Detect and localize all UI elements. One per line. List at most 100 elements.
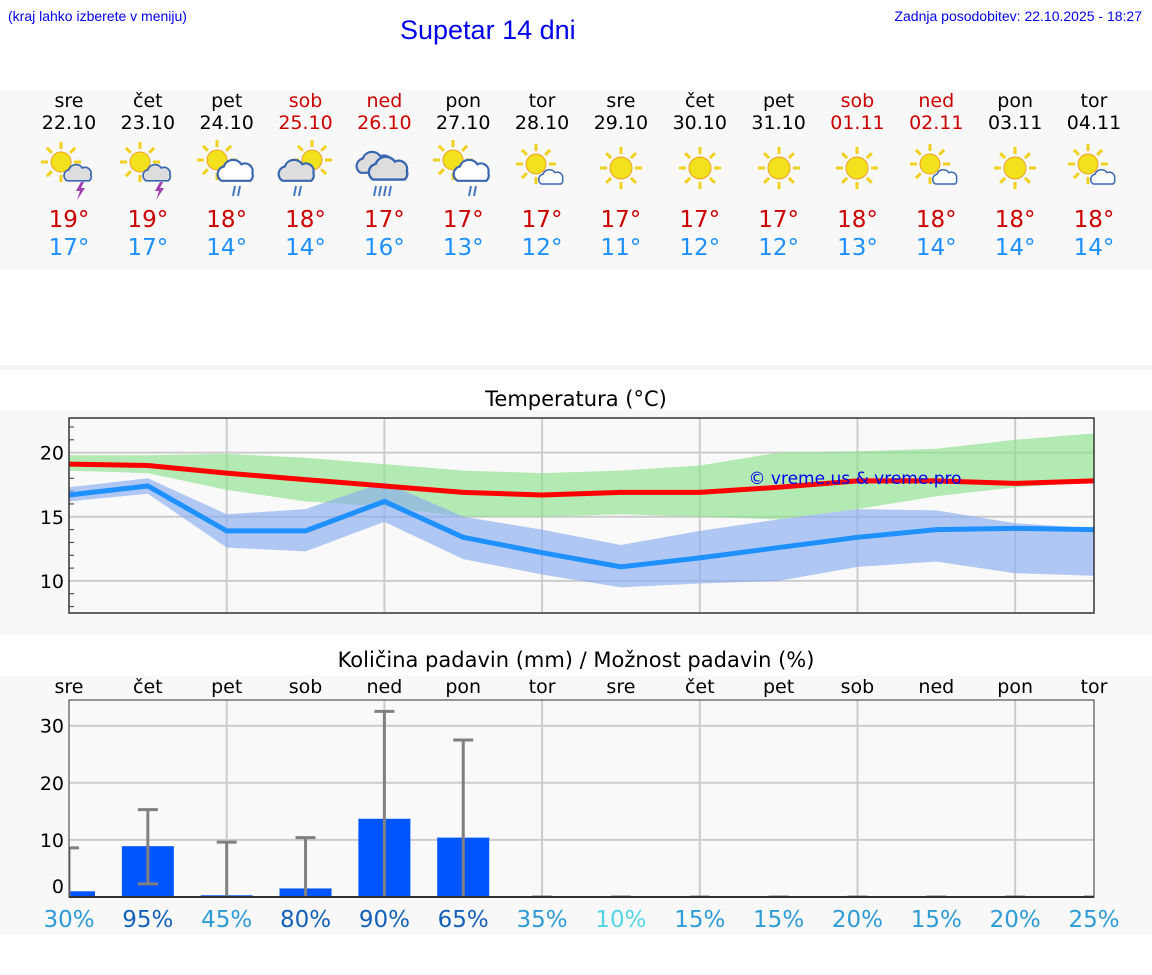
sun-icon bbox=[757, 147, 800, 189]
min-temp: 13° bbox=[442, 235, 484, 261]
max-temp: 19° bbox=[48, 207, 90, 233]
sun-icon bbox=[994, 147, 1037, 189]
precip-probability-label: 20% bbox=[990, 907, 1041, 933]
max-temp: 18° bbox=[206, 207, 248, 233]
sun-small-cloud-icon bbox=[1068, 144, 1116, 185]
day-date: 25.10 bbox=[278, 112, 333, 134]
sun-cloud-thunder-icon bbox=[119, 142, 171, 200]
temperature-chart-title: Temperatura (°C) bbox=[485, 387, 667, 411]
forecast-day: sob 25.10 18° 14° bbox=[267, 90, 345, 262]
forecast-day: sre 22.10 19° 17° bbox=[30, 90, 108, 262]
precip-probability-label: 20% bbox=[832, 907, 883, 933]
day-date: 01.11 bbox=[830, 112, 885, 134]
min-temp: 12° bbox=[679, 235, 721, 261]
max-temp: 18° bbox=[994, 207, 1036, 233]
lightning-icon bbox=[76, 182, 85, 200]
day-date: 22.10 bbox=[41, 112, 97, 134]
day-name: tor bbox=[1080, 90, 1108, 112]
min-temp: 12° bbox=[758, 235, 799, 261]
max-temp: 17° bbox=[363, 207, 405, 233]
sun-icon bbox=[599, 147, 642, 189]
precip-probability-label: 15% bbox=[674, 907, 725, 933]
day-date: 04.11 bbox=[1066, 112, 1122, 134]
rain-icon bbox=[292, 185, 302, 197]
precip-y-tick-label: 0 bbox=[52, 876, 64, 898]
day-date: 02.11 bbox=[909, 112, 964, 134]
page-title: Supetar 14 dni bbox=[400, 15, 576, 45]
temp-y-tick-label: 15 bbox=[40, 507, 64, 529]
precip-probability-label: 35% bbox=[517, 907, 568, 933]
precip-y-tick-label: 30 bbox=[40, 716, 64, 738]
day-name: ned bbox=[366, 90, 403, 112]
rain-icon bbox=[373, 185, 393, 197]
min-temp: 11° bbox=[600, 235, 642, 261]
precip-plot-area bbox=[69, 700, 1094, 897]
precip-x-tick-label: sre bbox=[55, 676, 84, 698]
max-temp: 17° bbox=[679, 207, 721, 233]
divider bbox=[0, 365, 1152, 370]
forecast-day: čet 23.10 19° 17° bbox=[109, 90, 187, 262]
day-date: 27.10 bbox=[436, 112, 491, 134]
sun-icon bbox=[1068, 144, 1108, 184]
min-temp: 14° bbox=[915, 235, 957, 261]
max-temp: 17° bbox=[521, 207, 563, 233]
temp-y-tick-label: 20 bbox=[40, 443, 64, 465]
day-name: sob bbox=[840, 90, 875, 112]
precip-x-tick-label: tor bbox=[529, 676, 556, 698]
min-temp: 14° bbox=[206, 235, 248, 261]
day-name: pet bbox=[763, 90, 795, 112]
forecast-day: sob 01.11 18° 13° bbox=[818, 90, 896, 262]
forecast-day: ned 26.10 17° 16° bbox=[345, 90, 423, 262]
min-temp: 13° bbox=[837, 235, 878, 261]
cloud-icon bbox=[452, 158, 491, 182]
cloud-icon bbox=[63, 163, 93, 182]
cloud-icon bbox=[368, 155, 409, 181]
precip-x-tick-label: ned bbox=[366, 676, 402, 698]
day-date: 03.11 bbox=[987, 112, 1043, 134]
precip-x-tick-label: pon bbox=[445, 676, 481, 698]
day-date: 28.10 bbox=[514, 112, 570, 134]
temp-y-tick-label: 10 bbox=[40, 571, 64, 593]
precip-x-tick-label: sob bbox=[841, 676, 875, 698]
day-name: pon bbox=[997, 90, 1033, 112]
sun-small-cloud-icon bbox=[516, 144, 564, 185]
precip-probability-label: 15% bbox=[911, 907, 962, 933]
forecast-day: čet 30.10 17° 12° bbox=[661, 90, 739, 262]
precip-x-tick-label: tor bbox=[1081, 676, 1108, 698]
sun-icon bbox=[757, 147, 800, 189]
temp-max-line bbox=[68, 461, 1095, 498]
min-temp: 16° bbox=[363, 235, 405, 261]
precip-frame bbox=[68, 699, 1095, 898]
forecast-day: pon 27.10 17° 13° bbox=[424, 90, 502, 262]
sun-icon bbox=[836, 147, 879, 189]
day-name: sob bbox=[288, 90, 323, 112]
precip-probability-label: 30% bbox=[43, 907, 94, 933]
temp-frame bbox=[68, 417, 1095, 614]
max-temp: 18° bbox=[837, 207, 878, 233]
day-name: pet bbox=[211, 90, 243, 112]
cloud-icon bbox=[142, 163, 171, 182]
day-name: čet bbox=[684, 90, 715, 112]
lightning-icon bbox=[154, 182, 164, 200]
precip-probability-label: 45% bbox=[201, 907, 252, 933]
precip-probability-label: 80% bbox=[280, 907, 331, 933]
last-updated: Zadnja posodobitev: 22.10.2025 - 18:27 bbox=[894, 8, 1142, 24]
forecast-day: tor 28.10 17° 12° bbox=[503, 90, 581, 262]
min-temp: 14° bbox=[1073, 235, 1115, 261]
cloud-icon bbox=[1090, 168, 1116, 185]
day-date: 29.10 bbox=[593, 112, 649, 134]
max-temp: 17° bbox=[600, 207, 642, 233]
forecast-day: sre 29.10 17° 11° bbox=[582, 90, 660, 262]
sun-icon bbox=[910, 144, 951, 184]
sun-cloud-thunder-icon bbox=[41, 142, 93, 200]
precip-y-tick-label: 20 bbox=[40, 773, 64, 795]
watermark: © vreme.us & vreme.pro bbox=[748, 469, 961, 489]
cloud-icon bbox=[538, 168, 564, 185]
precip-x-tick-label: sre bbox=[606, 676, 635, 698]
day-name: čet bbox=[133, 90, 163, 112]
max-temp: 19° bbox=[127, 207, 169, 233]
day-name: tor bbox=[528, 90, 556, 112]
precip-probability-label: 65% bbox=[438, 907, 489, 933]
min-temp: 17° bbox=[127, 235, 169, 261]
